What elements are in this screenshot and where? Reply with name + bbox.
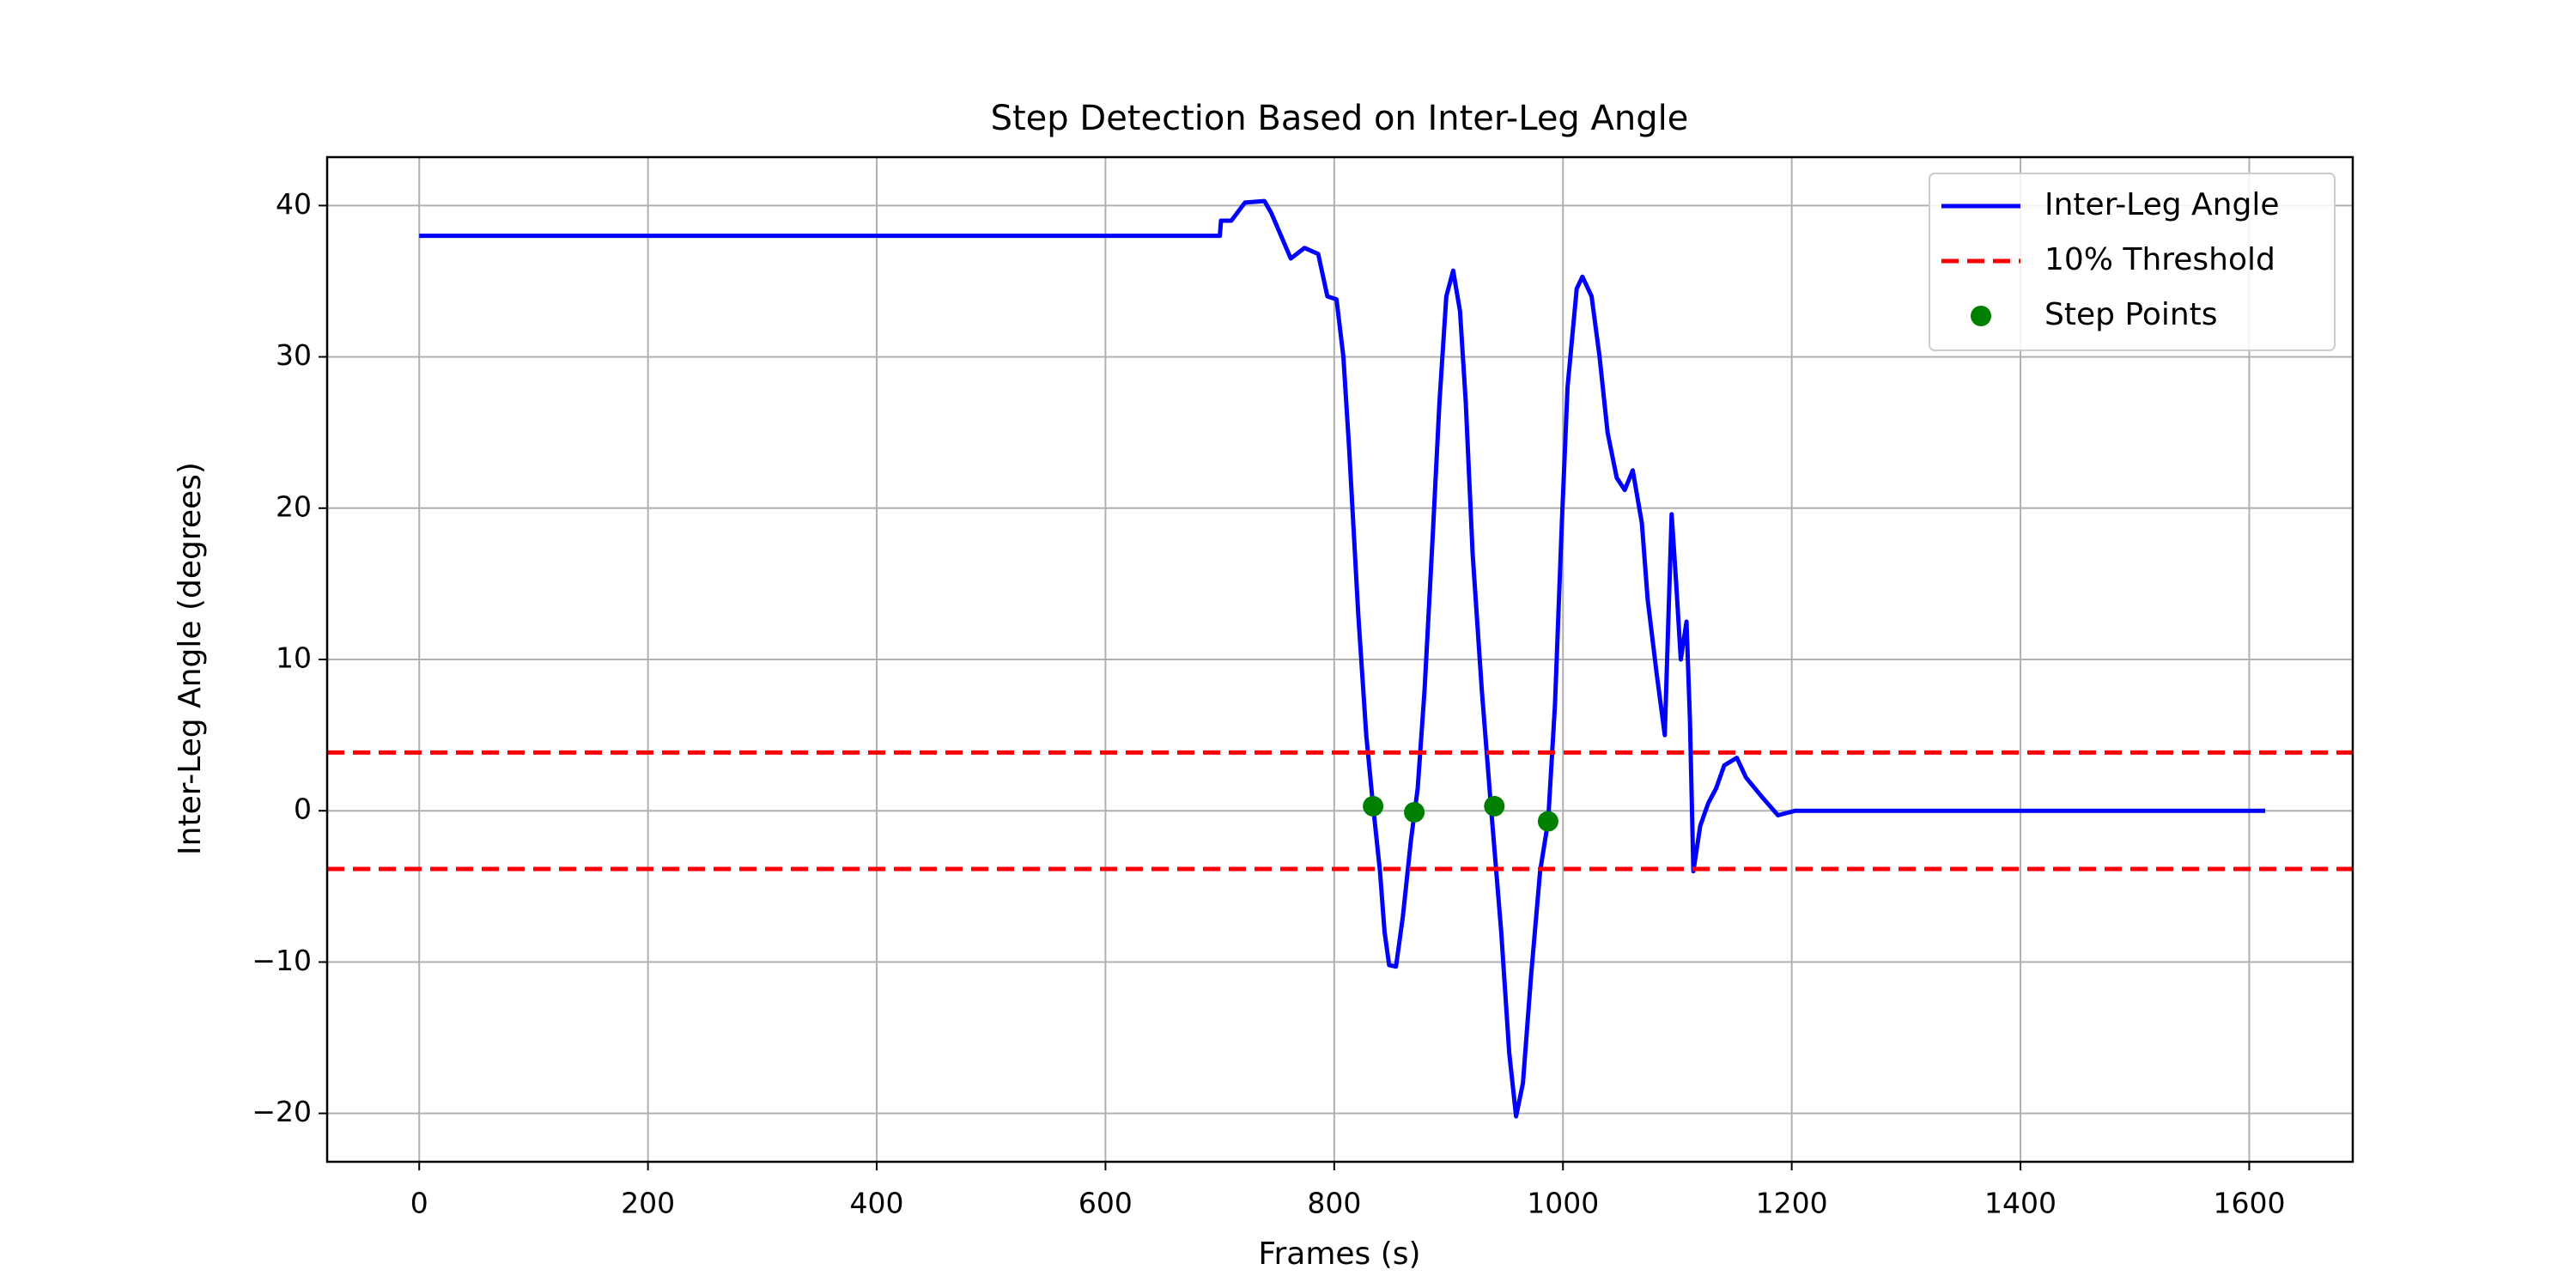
chart-title: Step Detection Based on Inter-Leg Angle [991,99,1689,138]
y-axis-label: Inter-Leg Angle (degrees) [173,462,208,855]
step-point [1404,801,1425,823]
y-tick-label: −20 [252,1095,312,1128]
data-line [419,198,2266,1119]
y-tick-label: 20 [276,489,312,523]
legend-label: Step Points [2044,297,2218,332]
y-tick-label: −10 [252,944,312,977]
y-tick-label: 40 [276,187,312,221]
step-point [1484,795,1505,817]
legend-label: 10% Threshold [2044,242,2275,277]
y-tick-label: 10 [276,641,312,675]
x-tick-label: 600 [1078,1187,1133,1220]
legend-swatch [1971,306,1991,326]
step-point [1363,795,1384,817]
step-point [1537,811,1558,832]
legend: Inter-Leg Angle 10% Threshold Step Points [1929,173,2336,351]
x-axis-label: Frames (s) [1258,1236,1420,1272]
x-tick-label: 1600 [2213,1187,2285,1220]
x-tick-label: 0 [410,1187,428,1220]
plot-frame [325,155,2354,1163]
y-tick-label: 30 [276,338,312,372]
x-tick-label: 1000 [1527,1187,1599,1220]
x-tick-label: 1400 [1984,1187,2057,1220]
legend-box [1929,173,2336,351]
x-tick-label: 200 [621,1187,675,1220]
x-tick-label: 800 [1307,1187,1361,1220]
y-tick-label: 0 [294,793,312,826]
x-tick-label: 1200 [1756,1187,1828,1220]
legend-label: Inter-Leg Angle [2044,187,2280,222]
x-tick-label: 400 [850,1187,904,1220]
